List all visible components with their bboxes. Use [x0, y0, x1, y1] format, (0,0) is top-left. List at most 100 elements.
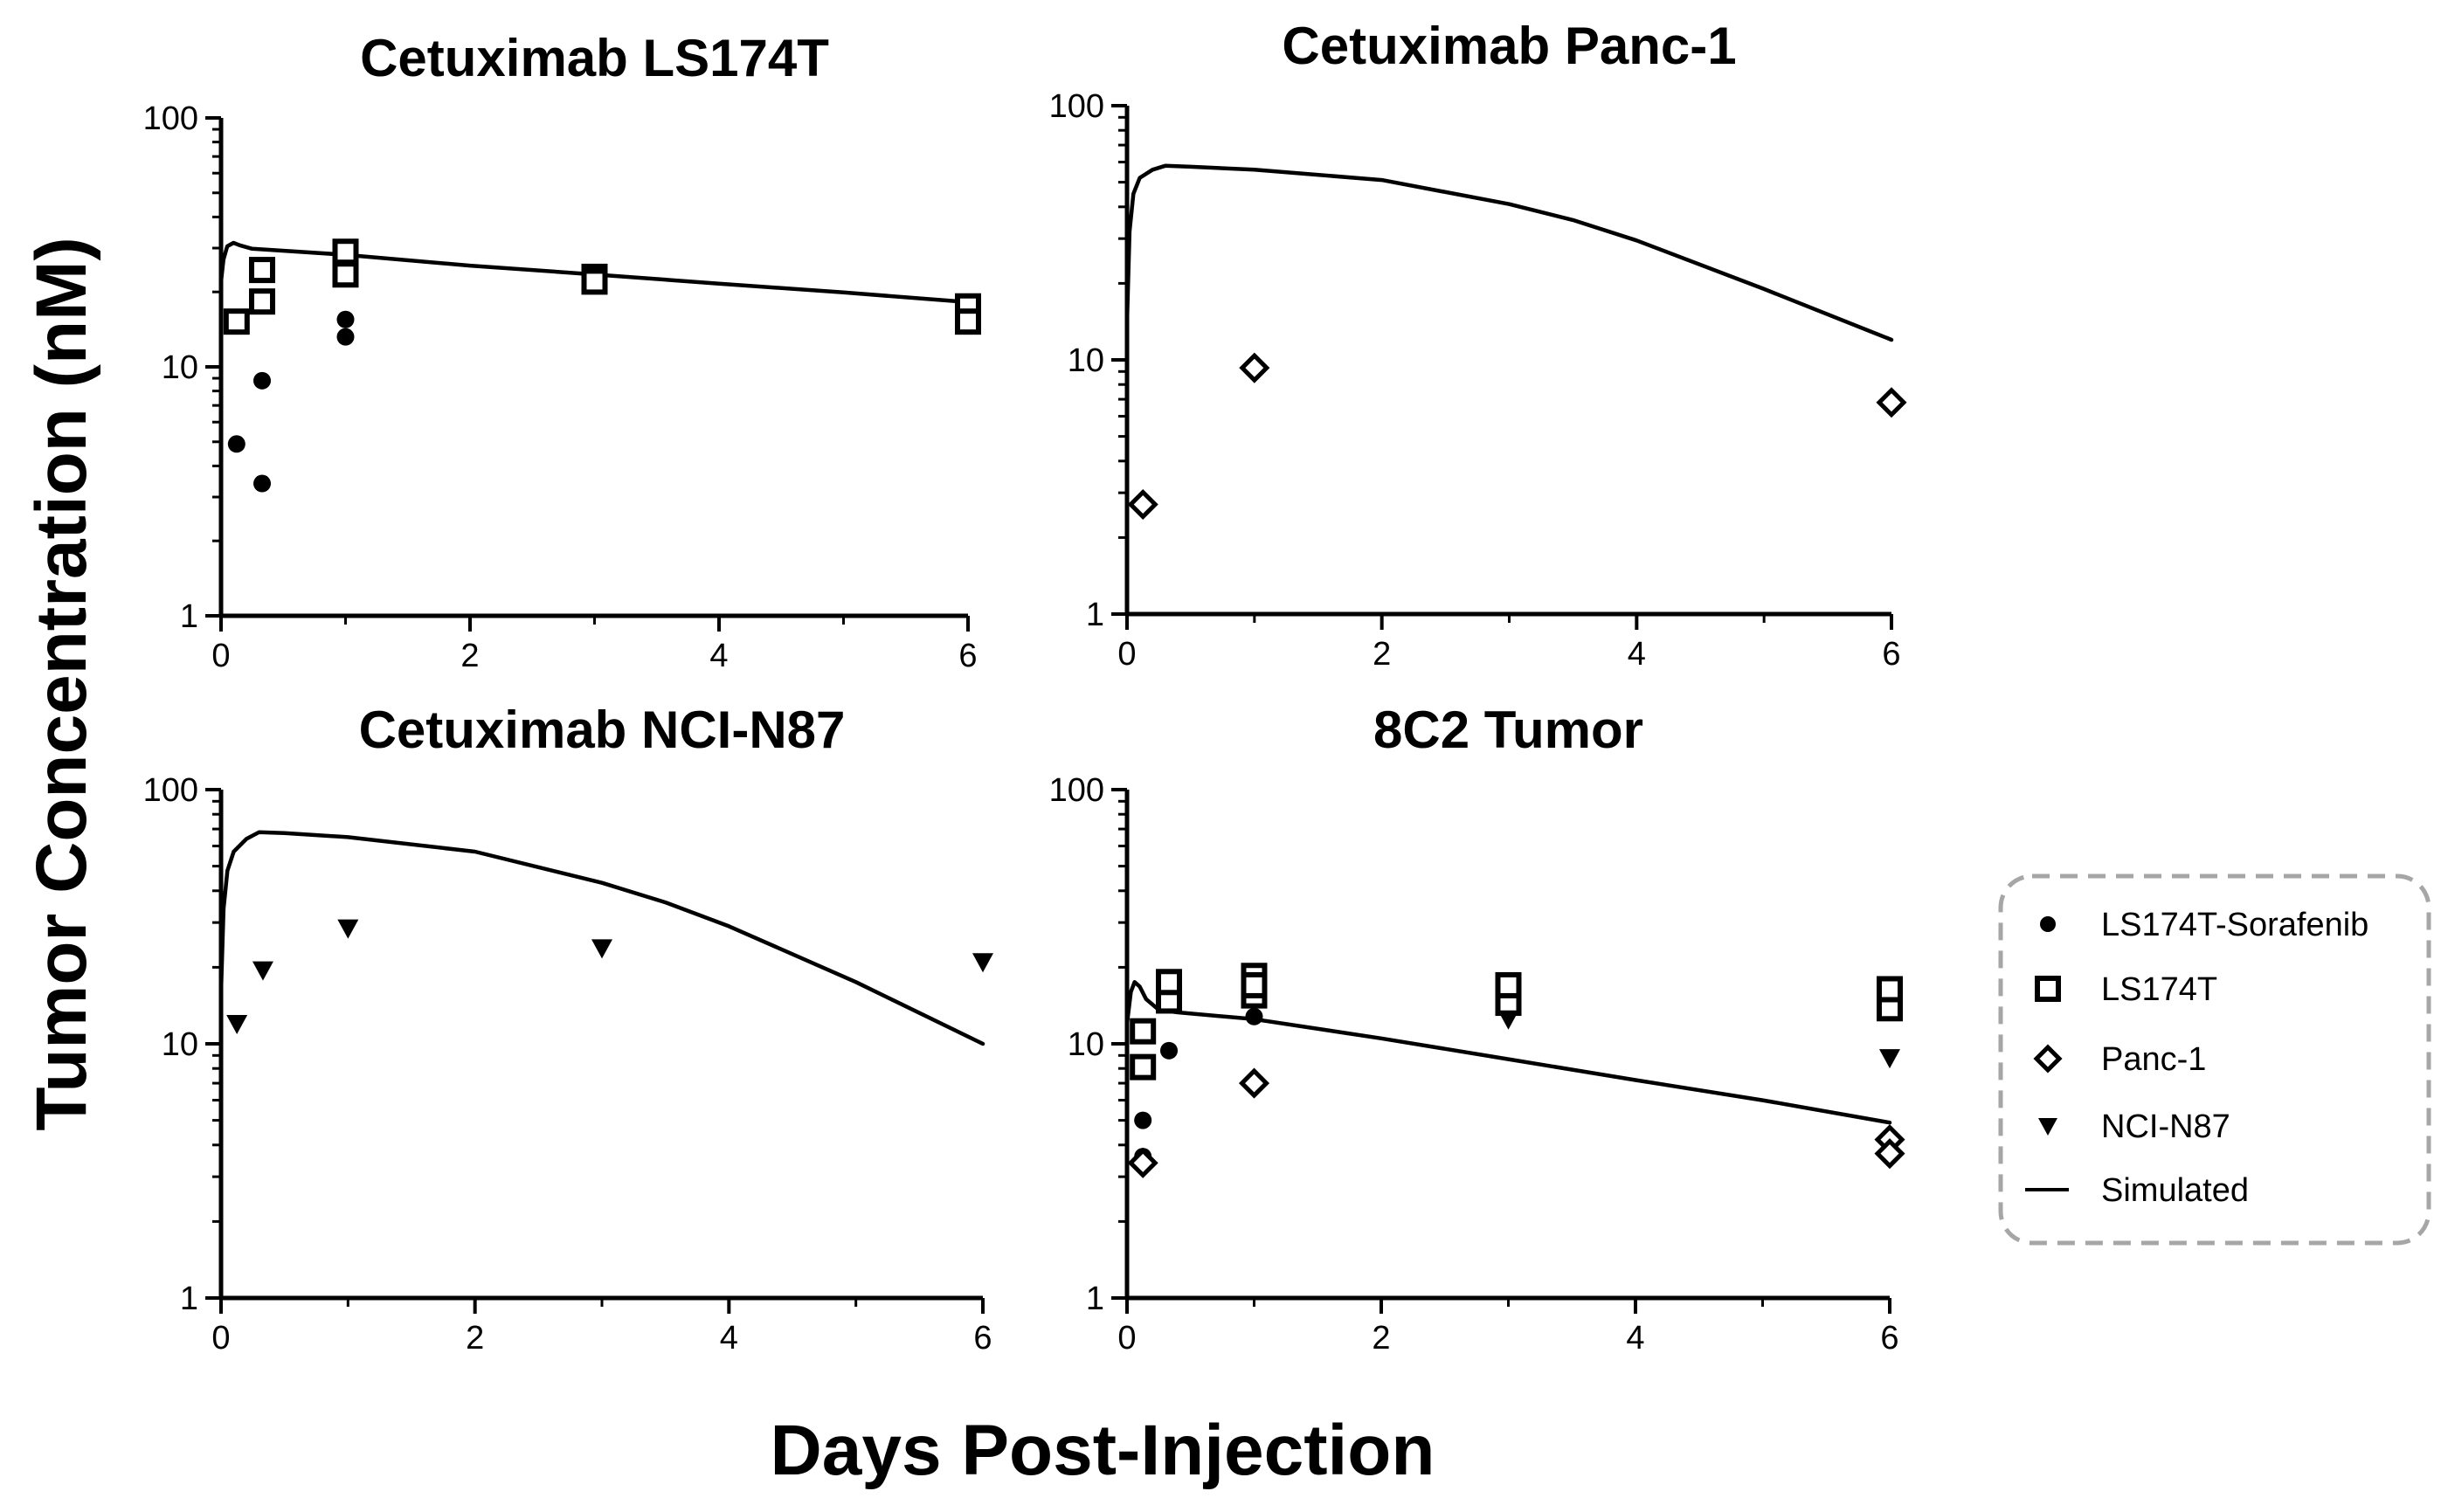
series-ls174t	[223, 238, 981, 335]
x-axis-title: Days Post-Injection	[771, 1411, 1435, 1490]
data-point-ls174t-sorafenib	[227, 435, 245, 453]
legend-entry-ls174t-sorafenib: LS174T-Sorafenib	[2040, 907, 2368, 943]
data-point-ls174t	[332, 261, 359, 288]
data-point-panc-1	[1127, 488, 1158, 521]
data-point-ls174t-sorafenib	[1245, 1007, 1263, 1025]
legend: LS174T-Sorafenib LS174T Panc-1 NCI-N87 S…	[1998, 873, 2431, 1246]
data-point-ls174t	[1495, 971, 1522, 998]
panel-cetuximab-panc-1: Cetuximab Panc-1 1 10 100 0 2 4 6	[1049, 17, 1907, 673]
data-point-ls174t-sorafenib	[253, 371, 272, 390]
series-panc-1	[1127, 352, 1907, 521]
panel-title: Cetuximab Panc-1	[1282, 17, 1736, 75]
data-point-panc-1	[1876, 387, 1907, 418]
y-axis-title: Tumor Concentration (nM)	[22, 237, 101, 1130]
data-point-ls174t	[332, 238, 359, 266]
panel-title: Cetuximab LS174T	[360, 29, 829, 87]
x-tick-label: 2	[466, 1320, 484, 1357]
series-line-simulated	[1124, 163, 1894, 342]
data-point-ls174t	[581, 268, 608, 295]
legend-entry-panc-1: Panc-1	[2033, 1041, 2206, 1078]
legend-label: LS174T-Sorafenib	[2101, 907, 2368, 943]
data-point-panc-1	[1127, 1147, 1158, 1178]
y-tick-label: 10	[1068, 342, 1104, 379]
legend-entry-ls174t: LS174T	[2035, 971, 2217, 1008]
x-tick-label: 4	[1626, 1320, 1644, 1357]
y-tick-label: 100	[1049, 88, 1104, 125]
data-point-ls174t	[955, 308, 981, 335]
series-ls174t	[1130, 963, 1903, 1080]
data-point-nci-n87	[1497, 1010, 1519, 1030]
x-tick-label: 2	[460, 638, 479, 674]
data-point-ls174t	[1241, 971, 1268, 998]
series-nci-n87	[1497, 1010, 1900, 1069]
data-point-ls174t-sorafenib	[336, 328, 355, 346]
x-tick-label: 2	[1372, 1320, 1390, 1357]
data-point-ls174t	[249, 288, 276, 315]
data-point-ls174t	[1130, 1053, 1157, 1080]
legend-label: NCI-N87	[2101, 1108, 2230, 1145]
y-tick-label: 1	[1086, 1281, 1104, 1317]
y-tick-label: 100	[143, 772, 198, 809]
legend-marker-diamond	[2033, 1044, 2063, 1074]
data-point-ls174t-sorafenib	[253, 474, 272, 493]
legend-marker-triangle	[2038, 1118, 2057, 1136]
panel-title: Cetuximab NCI-N87	[359, 701, 846, 759]
data-point-nci-n87	[252, 961, 273, 981]
data-point-nci-n87	[972, 953, 993, 973]
data-point-ls174t	[249, 257, 276, 284]
data-point-nci-n87	[1879, 1049, 1900, 1069]
data-point-ls174t-sorafenib	[1134, 1111, 1152, 1129]
x-tick-label: 4	[709, 638, 728, 674]
x-tick-label: 4	[1628, 636, 1646, 673]
x-tick-label: 6	[973, 1320, 992, 1357]
data-point-nci-n87	[226, 1014, 248, 1034]
x-tick-label: 0	[211, 1320, 230, 1357]
legend-entry-nci-n87: NCI-N87	[2038, 1108, 2230, 1145]
data-point-panc-1	[1239, 352, 1270, 383]
data-point-ls174t-sorafenib	[336, 310, 355, 328]
y-tick-label: 1	[1086, 597, 1104, 633]
x-tick-label: 6	[1882, 636, 1900, 673]
y-tick-label: 1	[180, 1281, 198, 1317]
x-tick-label: 2	[1373, 636, 1391, 673]
legend-entry-simulated: Simulated	[2025, 1172, 2249, 1209]
x-tick-label: 0	[1117, 1320, 1136, 1357]
panel-title: 8C2 Tumor	[1373, 701, 1643, 759]
legend-label: Simulated	[2101, 1172, 2249, 1209]
data-point-nci-n87	[591, 939, 612, 959]
data-point-ls174t	[1130, 1018, 1157, 1045]
y-tick-label: 10	[1068, 1026, 1104, 1063]
x-tick-label: 0	[211, 638, 230, 674]
panel-cetuximab-nci-n87: Cetuximab NCI-N87 1 10 100 0 2 4 6	[143, 701, 993, 1357]
y-tick-label: 100	[143, 100, 198, 137]
legend-label: LS174T	[2101, 971, 2217, 1008]
legend-marker-square	[2035, 976, 2061, 1002]
data-point-ls174t-sorafenib	[1160, 1041, 1179, 1060]
y-tick-label: 1	[180, 598, 198, 635]
data-point-ls174t	[1156, 969, 1183, 996]
series-line-simulated	[218, 240, 971, 305]
series-nci-n87	[226, 919, 993, 1034]
data-point-panc-1	[1238, 1067, 1270, 1099]
y-tick-label: 10	[162, 349, 198, 386]
legend-marker-circle	[2040, 916, 2056, 932]
series-ls174t-sorafenib	[227, 310, 355, 493]
data-point-ls174t	[1877, 976, 1903, 1003]
legend-box	[1998, 873, 2431, 1246]
data-point-ls174t	[223, 308, 250, 335]
data-point-panc-1	[1874, 1138, 1905, 1170]
panel-8c2-tumor: 8C2 Tumor 1 10 100 0 2 4 6	[1049, 701, 1905, 1357]
x-tick-label: 6	[1880, 1320, 1898, 1357]
data-point-nci-n87	[337, 919, 359, 939]
y-tick-label: 100	[1049, 772, 1104, 809]
legend-label: Panc-1	[2101, 1041, 2206, 1078]
series-panc-1	[1127, 1067, 1905, 1178]
series-line-simulated	[218, 830, 985, 1046]
y-tick-label: 10	[162, 1026, 198, 1063]
panel-cetuximab-ls174t: Cetuximab LS174T 1 10 100 0 2 4 6	[143, 29, 981, 674]
x-tick-label: 0	[1117, 636, 1136, 673]
x-tick-label: 4	[720, 1320, 738, 1357]
x-tick-label: 6	[958, 638, 977, 674]
